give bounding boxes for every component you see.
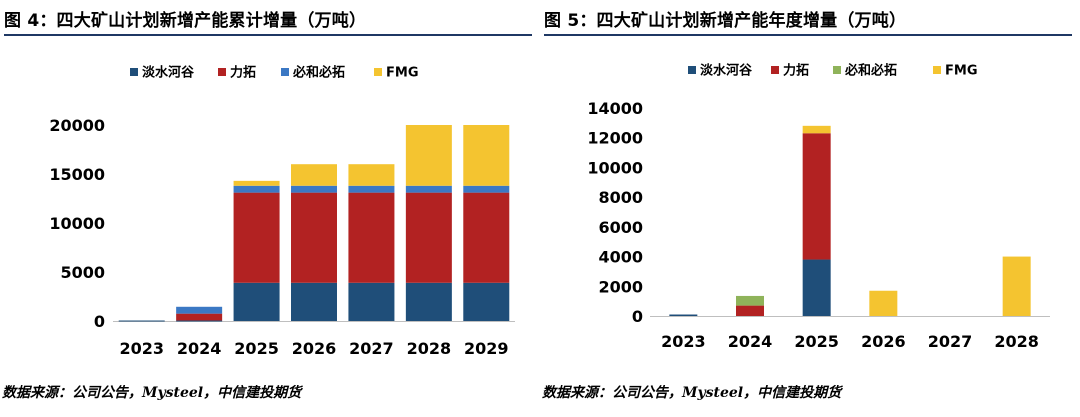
- bar-segment: [291, 164, 337, 186]
- bar-segment: [802, 133, 831, 260]
- y-tick-label: 5000: [60, 263, 105, 282]
- legend-label: 淡水河谷: [700, 63, 753, 79]
- bar-segment: [233, 180, 280, 186]
- x-tick-label: 2025: [794, 332, 839, 351]
- legend-label: 淡水河谷: [142, 65, 195, 81]
- bar-segment: [405, 125, 452, 186]
- y-tick-label: 8000: [598, 188, 643, 207]
- legend-swatch: [688, 66, 696, 74]
- x-tick-label: 2026: [292, 339, 337, 358]
- bar-segment: [802, 125, 831, 134]
- bar-segment: [1002, 256, 1031, 316]
- x-tick-label: 2026: [861, 332, 906, 351]
- bar-segment: [118, 320, 165, 322]
- x-tick-label: 2028: [407, 339, 452, 358]
- bar-segment: [176, 313, 223, 321]
- legend-swatch: [771, 66, 779, 74]
- legend-label: FMG: [945, 64, 978, 79]
- chart-cumulative: 淡水河谷 力拓 必和必拓 FMG 0 5000 10000 15000 20000 2023 202…: [49, 65, 515, 358]
- bar-segment: [233, 185, 280, 193]
- bar-segment: [736, 295, 764, 306]
- legend-swatch: [933, 66, 941, 74]
- bar-segment: [802, 259, 831, 316]
- bar-segment: [669, 314, 698, 316]
- y-tick-label: 2000: [598, 277, 643, 296]
- legend-label: 必和必拓: [844, 63, 897, 79]
- bar-segment: [176, 320, 223, 322]
- x-tick-label: 2025: [234, 339, 279, 358]
- x-tick-label: 2023: [119, 339, 164, 358]
- x-tick-label: 2027: [349, 339, 394, 358]
- bar-segment: [463, 282, 510, 321]
- x-tick-label: 2023: [661, 332, 706, 351]
- y-tick-label: 0: [632, 307, 643, 326]
- title-divider: [544, 34, 1072, 36]
- chart-panel-cumulative: 图 4：四大矿山计划新增产能累计增量（万吨） 淡水河谷 力拓 必和必拓 FMG 0 500…: [2, 11, 532, 401]
- data-source-note: 数据来源：公司公告，Mysteel，中信建投期货: [2, 385, 302, 401]
- y-tick-label: 14000: [587, 99, 643, 118]
- legend-swatch: [833, 66, 841, 74]
- chart-annual: 淡水河谷 力拓 必和必拓 FMG 0 2000 4000 6000 8000 10000 12000…: [587, 63, 1050, 351]
- y-tick-label: 12000: [587, 129, 643, 148]
- legend-label: 力拓: [783, 63, 809, 79]
- legend-label: 必和必拓: [292, 65, 345, 81]
- bar-segment: [405, 192, 452, 283]
- bar-segment: [348, 185, 395, 193]
- x-tick-label: 2024: [728, 332, 773, 351]
- bar-segment: [176, 306, 223, 314]
- title-divider: [4, 34, 532, 36]
- y-tick-label: 0: [94, 312, 105, 331]
- legend-label: 力拓: [230, 65, 256, 81]
- bar-segment: [405, 282, 452, 321]
- y-tick-label: 10000: [587, 158, 643, 177]
- y-tick-label: 4000: [598, 248, 643, 267]
- bar-segment: [463, 192, 510, 283]
- bar-segment: [348, 164, 395, 186]
- legend-swatch: [130, 68, 138, 76]
- data-source-note: 数据来源：公司公告，Mysteel，中信建投期货: [542, 385, 842, 401]
- bar-segment: [736, 305, 764, 316]
- chart-title: 图 4：四大矿山计划新增产能累计增量（万吨）: [4, 11, 367, 31]
- bar-segment: [291, 282, 337, 321]
- chart-panel-annual: 图 5：四大矿山计划新增产能年度增量（万吨） 淡水河谷 力拓 必和必拓 FMG 0 200…: [540, 0, 1080, 417]
- bar-segment: [291, 192, 337, 283]
- legend-label: FMG: [386, 66, 419, 81]
- y-tick-label: 20000: [49, 116, 105, 135]
- bar-segment: [291, 185, 337, 193]
- x-tick-label: 2027: [928, 332, 973, 351]
- bar-segment: [463, 125, 510, 186]
- x-tick-label: 2028: [994, 332, 1039, 351]
- bar-segment: [233, 192, 280, 283]
- legend-swatch: [281, 68, 289, 76]
- legend-swatch: [374, 68, 382, 76]
- chart-title: 图 5：四大矿山计划新增产能年度增量（万吨）: [544, 11, 907, 31]
- bar-segment: [463, 185, 510, 193]
- x-tick-label: 2029: [464, 339, 509, 358]
- bar-segment: [869, 290, 898, 316]
- y-tick-label: 6000: [598, 218, 643, 237]
- x-tick-label: 2024: [177, 339, 222, 358]
- bar-segment: [348, 282, 395, 321]
- bar-segment: [405, 185, 452, 193]
- y-tick-label: 15000: [49, 165, 105, 184]
- bar-segment: [233, 282, 280, 321]
- legend-swatch: [218, 68, 226, 76]
- y-tick-label: 10000: [49, 214, 105, 233]
- bar-segment: [348, 192, 395, 283]
